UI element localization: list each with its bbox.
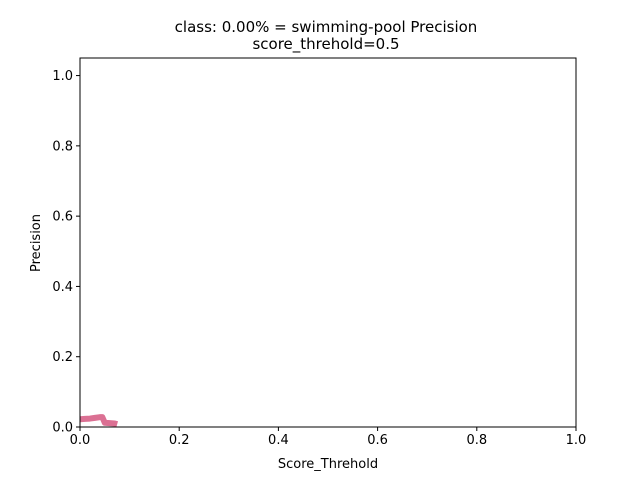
y-tick-label: 0.2 — [52, 350, 73, 365]
x-tick-label: 0.0 — [70, 433, 91, 448]
y-axis-label: Precision — [29, 214, 44, 272]
series-line-0 — [79, 414, 119, 428]
y-tick-label: 0.8 — [52, 139, 73, 154]
axes: 0.0 0.2 0.4 0.6 0.8 1.0 0.0 0.2 0.4 0.6 0.8 1.0 — [52, 57, 587, 448]
y-tick-label: 1.0 — [52, 69, 73, 84]
plot-area — [80, 58, 576, 427]
plot-background — [80, 58, 576, 427]
chart-subtitle: score_threhold=0.5 — [252, 35, 399, 54]
y-tick-label: 0.0 — [52, 421, 73, 436]
series-layer — [79, 414, 119, 428]
x-tick-label: 0.4 — [268, 433, 289, 448]
x-tick-label: 1.0 — [566, 433, 587, 448]
y-tick-label: 0.6 — [52, 210, 73, 225]
x-tick-label: 0.2 — [169, 433, 190, 448]
x-tick-label: 0.6 — [367, 433, 388, 448]
plot-frame — [79, 57, 577, 428]
chart-title: class: 0.00% = swimming-pool Precision — [175, 18, 478, 36]
x-axis-label: Score_Threhold — [278, 457, 378, 472]
x-tick-label: 0.8 — [466, 433, 487, 448]
y-tick-label: 0.4 — [52, 280, 73, 295]
